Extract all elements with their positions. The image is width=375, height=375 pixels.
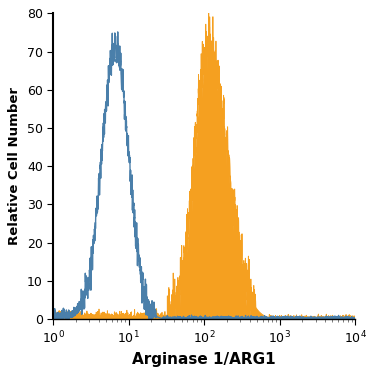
Y-axis label: Relative Cell Number: Relative Cell Number: [8, 87, 21, 245]
X-axis label: Arginase 1/ARG1: Arginase 1/ARG1: [132, 352, 276, 367]
